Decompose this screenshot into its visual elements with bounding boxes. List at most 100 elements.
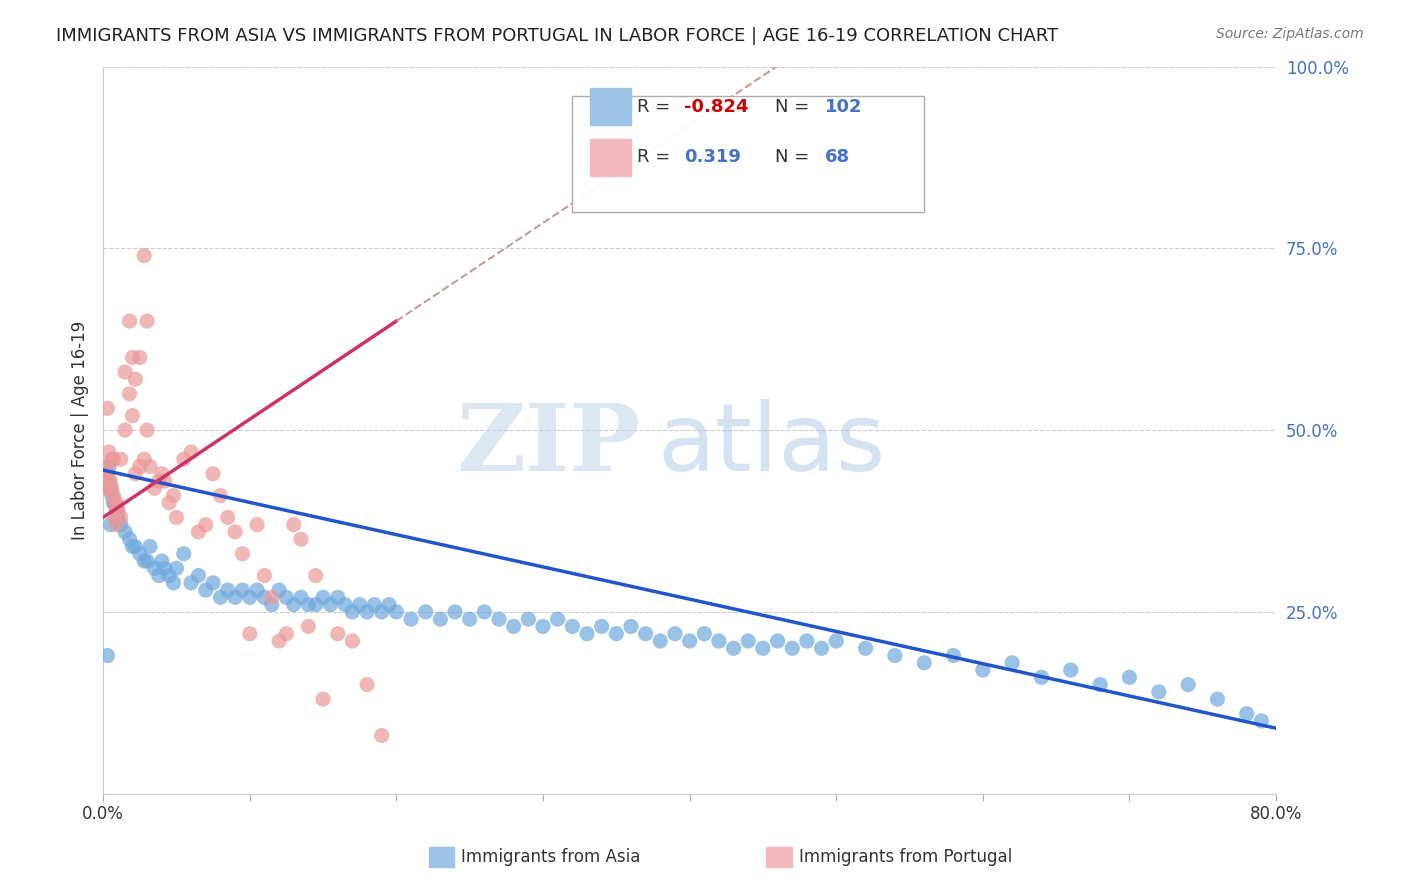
Point	[723, 641, 745, 656]
Point	[290, 591, 312, 605]
Point	[150, 467, 173, 481]
Point	[124, 372, 146, 386]
Text: 68: 68	[824, 148, 849, 167]
Point	[118, 532, 141, 546]
Point	[312, 591, 335, 605]
Point	[139, 459, 162, 474]
Point	[94, 467, 117, 481]
Point	[312, 692, 335, 706]
Point	[110, 517, 132, 532]
Point	[94, 481, 117, 495]
Point	[810, 641, 832, 656]
Point	[972, 663, 994, 677]
Point	[118, 314, 141, 328]
Point	[517, 612, 540, 626]
Point	[180, 575, 202, 590]
Point	[124, 540, 146, 554]
Point	[429, 612, 451, 626]
Point	[1177, 678, 1199, 692]
Point	[780, 641, 803, 656]
Point	[143, 561, 166, 575]
Point	[104, 510, 127, 524]
Point	[399, 612, 422, 626]
Point	[650, 634, 672, 648]
Point	[148, 568, 170, 582]
Text: ZIP: ZIP	[457, 400, 641, 490]
Point	[326, 591, 349, 605]
Point	[260, 591, 283, 605]
Point	[98, 445, 121, 459]
Point	[105, 496, 128, 510]
Point	[693, 626, 716, 640]
Point	[591, 619, 613, 633]
Point	[134, 452, 156, 467]
Point	[94, 474, 117, 488]
Point	[319, 598, 342, 612]
Text: Immigrants from Asia: Immigrants from Asia	[461, 848, 641, 866]
Point	[678, 634, 700, 648]
Point	[752, 641, 775, 656]
Text: N =: N =	[775, 148, 815, 167]
Point	[101, 489, 124, 503]
Point	[100, 474, 122, 488]
Point	[342, 634, 364, 648]
Point	[1088, 678, 1111, 692]
Point	[194, 583, 217, 598]
Text: -0.824: -0.824	[683, 97, 748, 116]
Point	[110, 510, 132, 524]
Point	[239, 626, 262, 640]
Point	[1118, 670, 1140, 684]
Point	[1147, 685, 1170, 699]
Point	[107, 503, 129, 517]
Point	[297, 619, 319, 633]
Point	[96, 648, 118, 663]
Point	[136, 314, 159, 328]
Point	[1206, 692, 1229, 706]
Point	[883, 648, 905, 663]
Point	[134, 249, 156, 263]
Point	[1001, 656, 1024, 670]
Point	[100, 517, 122, 532]
Text: Immigrants from Portugal: Immigrants from Portugal	[799, 848, 1012, 866]
FancyBboxPatch shape	[591, 139, 631, 176]
Point	[342, 605, 364, 619]
Point	[162, 489, 184, 503]
Point	[153, 561, 176, 575]
Text: Source: ZipAtlas.com: Source: ZipAtlas.com	[1216, 27, 1364, 41]
Point	[165, 561, 187, 575]
Point	[561, 619, 583, 633]
Point	[326, 626, 349, 640]
Point	[276, 591, 298, 605]
Point	[209, 489, 232, 503]
Point	[297, 598, 319, 612]
Point	[180, 445, 202, 459]
Point	[1031, 670, 1053, 684]
Point	[370, 729, 392, 743]
Point	[134, 554, 156, 568]
Point	[260, 598, 283, 612]
Point	[246, 583, 269, 598]
Point	[912, 656, 935, 670]
Point	[98, 481, 121, 495]
Point	[136, 423, 159, 437]
Point	[231, 547, 253, 561]
Point	[139, 540, 162, 554]
Point	[305, 598, 328, 612]
Point	[136, 554, 159, 568]
Point	[378, 598, 401, 612]
Point	[153, 474, 176, 488]
Point	[290, 532, 312, 546]
Point	[634, 626, 657, 640]
Point	[187, 524, 209, 539]
Point	[103, 452, 125, 467]
Point	[444, 605, 467, 619]
Point	[194, 517, 217, 532]
Point	[148, 474, 170, 488]
Point	[415, 605, 437, 619]
Point	[267, 583, 290, 598]
Point	[664, 626, 686, 640]
Text: atlas: atlas	[658, 399, 886, 491]
Point	[101, 481, 124, 495]
Point	[114, 423, 136, 437]
Point	[224, 524, 246, 539]
